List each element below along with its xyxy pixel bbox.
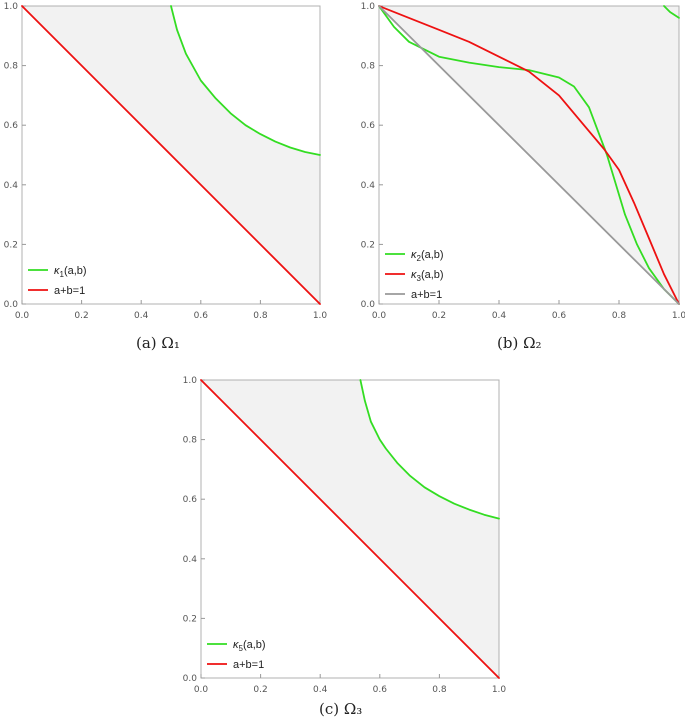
legend-label: κ3(a,b)	[411, 269, 444, 283]
y-tick-label: 0.8	[361, 62, 376, 72]
chart-a-caption: (a) Ω₁	[136, 334, 180, 352]
legend-label: a+b=1	[411, 289, 442, 301]
y-tick-label: 0.8	[4, 62, 19, 72]
series-line-1	[200, 379, 500, 679]
legend-label: κ2(a,b)	[411, 249, 444, 263]
y-tick-label: 0.0	[4, 300, 19, 310]
series-line-2	[378, 5, 680, 305]
x-tick-label: 0.6	[552, 311, 567, 321]
chart-c-caption: (c) Ω₃	[319, 700, 363, 718]
x-tick-label: 0.8	[253, 311, 268, 321]
y-tick-label: 0.2	[4, 240, 18, 250]
y-tick-label: 0.2	[361, 240, 375, 250]
y-tick-label: 1.0	[361, 2, 376, 12]
x-tick-label: 0.4	[134, 311, 149, 321]
series-line-3	[663, 5, 680, 19]
y-tick-label: 0.4	[361, 181, 376, 191]
legend-label: κ1(a,b)	[54, 265, 87, 279]
x-tick-label: 0.6	[373, 685, 388, 695]
y-tick-label: 0.4	[183, 555, 198, 565]
x-tick-label: 0.6	[194, 311, 209, 321]
y-tick-label: 0.4	[4, 181, 19, 191]
chart-panel-c: 0.0 0.2 0.4 0.6 0.8 1.0 0.0 0.2 0.4 0.6 0.8 1.0 κ5(a…	[168, 364, 508, 724]
chart-panel-b: 0.0 0.2 0.4 0.6 0.8 1.0 0.0 0.2 0.4 0.6 0.8 1.0 κ2(a…	[345, 0, 685, 360]
x-tick-label: 0.0	[15, 311, 30, 321]
series-line-1	[21, 5, 321, 305]
x-tick-label: 0.0	[372, 311, 387, 321]
y-tick-label: 0.2	[183, 614, 197, 624]
legend-label: a+b=1	[54, 285, 85, 297]
chart-c-svg: 0.0 0.2 0.4 0.6 0.8 1.0 0.0 0.2 0.4 0.6 0.8 1.0 κ5(a…	[183, 376, 507, 695]
y-tick-label: 0.6	[361, 121, 376, 131]
x-tick-label: 0.0	[194, 685, 209, 695]
chart-panel-a: 0.0 0.2 0.4 0.6 0.8 1.0 0.0 0.2 0.4 0.6 0.8 1.0 κ1(a…	[0, 0, 340, 360]
x-tick-label: 1.0	[672, 311, 685, 321]
legend-label: a+b=1	[233, 659, 264, 671]
chart-b-caption: (b) Ω₂	[497, 334, 542, 352]
series-line-1	[378, 5, 680, 305]
x-tick-label: 0.4	[492, 311, 507, 321]
series-line-0	[378, 5, 680, 305]
y-tick-label: 0.6	[183, 495, 198, 505]
series-line-0	[170, 5, 321, 156]
y-tick-label: 0.0	[361, 300, 376, 310]
x-tick-label: 0.8	[612, 311, 627, 321]
y-tick-label: 1.0	[183, 376, 198, 386]
chart-b-svg: 0.0 0.2 0.4 0.6 0.8 1.0 0.0 0.2 0.4 0.6 0.8 1.0 κ2(a…	[361, 2, 685, 321]
x-tick-label: 0.2	[432, 311, 446, 321]
x-tick-label: 0.2	[253, 685, 267, 695]
chart-a-svg: 0.0 0.2 0.4 0.6 0.8 1.0 0.0 0.2 0.4 0.6 0.8 1.0 κ1(a…	[4, 2, 328, 321]
x-tick-label: 1.0	[492, 685, 507, 695]
series-line-0	[359, 379, 500, 520]
y-tick-label: 0.6	[4, 121, 19, 131]
plot-frame	[378, 5, 680, 305]
x-tick-label: 0.8	[432, 685, 447, 695]
x-tick-label: 1.0	[313, 311, 328, 321]
x-tick-label: 0.4	[313, 685, 328, 695]
y-tick-label: 0.8	[183, 436, 198, 446]
plot-frame	[200, 379, 500, 679]
y-tick-label: 0.0	[183, 674, 198, 684]
x-tick-label: 0.2	[74, 311, 88, 321]
legend-label: κ5(a,b)	[233, 639, 266, 653]
y-tick-label: 1.0	[4, 2, 19, 12]
